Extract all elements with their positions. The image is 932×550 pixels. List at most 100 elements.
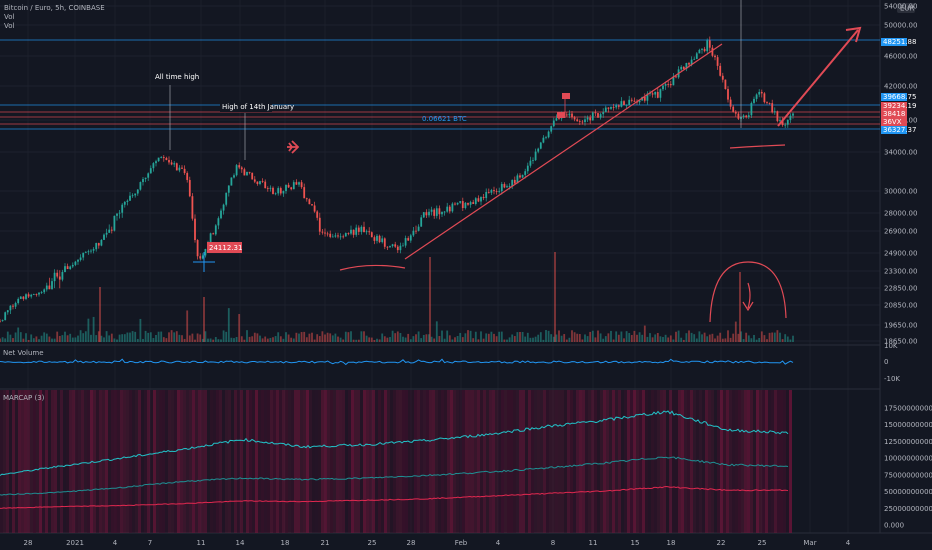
candle-body [196,240,199,257]
volume-bar [305,337,308,342]
volume-bar [529,337,532,342]
marcap-stripe [156,390,159,533]
volume-bar [519,331,521,342]
candle-body [269,187,272,189]
marcap-stripe [618,390,621,533]
marcap-stripe [642,390,645,533]
volume-bar [554,252,556,342]
marcap-stripe [234,390,237,533]
volume-bar [784,334,787,342]
candle-body [532,160,534,161]
candle-body [693,58,696,60]
candle-body [126,200,129,202]
volume-bar [165,338,168,342]
volume-bar [25,333,27,342]
candle-body [181,167,183,169]
marcap-stripe [636,390,639,533]
candle-body [355,227,358,235]
airplane-icon [287,140,300,154]
candle-body [654,91,657,95]
marcap-stripe [432,390,435,533]
marcap-title: MARCAP (3) [3,394,45,402]
time-axis[interactable]: 28 2021 4 7 11 14 18 21 25 28 Feb 4 8 11 15 18 22 25 Mar 4 [24,539,851,547]
volume-bar [734,321,737,342]
marcap-stripe [645,390,648,533]
candle-body [688,63,690,65]
candle-body [711,47,714,56]
volume-bar [461,337,464,342]
marcap-stripe [732,390,735,533]
candle-body [282,191,285,194]
volume-bar [199,334,202,342]
volume-bar [38,339,40,342]
marcap-stripe [681,390,684,533]
candle-body [222,204,225,211]
marcap-stripe [207,390,210,533]
volume-bar [539,332,542,342]
marcap-stripe [366,390,369,533]
candle-body [495,191,498,192]
volume-bar [758,337,761,342]
volume-bar [641,334,644,342]
candle-body [448,206,451,212]
marcap-stripe [756,390,759,533]
marcap-stripe [666,390,669,533]
marcap-stripe [426,390,429,533]
candle-body [113,215,116,231]
candle-body [391,244,394,247]
candle-body [724,79,727,90]
marcap-stripe [726,390,729,533]
volume-bar [113,338,116,342]
volume-bar [368,337,371,342]
trendline[interactable] [404,43,723,260]
price-tick-label: 42000.00 [884,83,917,91]
marcap-stripe [45,390,48,533]
volume-bar [636,334,638,342]
price-scale[interactable]: 54000.0050000.0046000.0042000.0038000.00… [884,3,917,346]
volume-bar [168,332,170,342]
marcap-stripe [120,390,123,533]
candle-body [347,233,350,234]
volume-bar [334,333,337,342]
candle-body [84,251,87,253]
candle-body [539,142,542,149]
candle-body [529,160,532,166]
volume-bar [381,333,384,342]
marcap-stripe [462,390,465,533]
volume-bar [516,332,519,342]
price-badge-label: 39234.19 [883,102,916,110]
candle-body [425,212,428,216]
currency-badge[interactable] [897,3,915,13]
net-volume-tick: 0 [884,358,888,366]
volume-bar [698,331,701,342]
candle-body [337,235,339,237]
net-volume-scale: 10K 0 -10K [884,342,900,383]
support-arc-right[interactable] [729,144,786,149]
candle-body [610,106,612,109]
candle-body [404,238,407,246]
marcap-stripe [258,390,261,533]
candle-body [103,234,105,240]
volume-bar [581,339,584,342]
candle-body [123,201,126,205]
support-arc-left[interactable] [339,264,406,271]
marcap-stripe [18,390,21,533]
volume-circle[interactable] [709,261,787,323]
candle-body [706,40,709,52]
volume-bar [45,333,48,342]
candle-body [240,167,243,170]
volume-bar [77,335,79,342]
candle-body [701,48,703,50]
marcap-stripe [720,390,723,533]
marcap-stripe [282,390,285,533]
marcap-stripe [306,390,309,533]
marcap-stripe [249,390,252,533]
candle-body [183,168,186,174]
marcap-stripe [339,390,342,533]
projection-arrow[interactable] [777,29,859,127]
marcap-stripe [369,390,372,533]
candle-body [615,105,618,108]
volume-bar [485,333,488,342]
marcap-stripe [195,390,198,533]
